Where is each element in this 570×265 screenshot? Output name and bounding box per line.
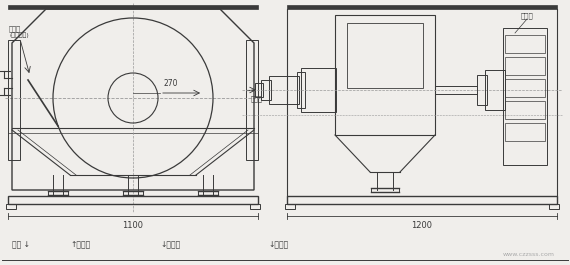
Bar bbox=[503, 28, 547, 165]
Text: 1100: 1100 bbox=[123, 221, 144, 230]
Bar bbox=[250, 204, 260, 209]
Bar bbox=[347, 23, 423, 88]
Bar bbox=[261, 80, 271, 100]
Text: ↑入料口: ↑入料口 bbox=[70, 240, 90, 249]
Bar bbox=[297, 72, 305, 108]
Text: 濾餅 ↓: 濾餅 ↓ bbox=[12, 240, 30, 249]
Bar bbox=[505, 79, 545, 97]
Bar bbox=[287, 196, 557, 204]
Text: 抽真空: 抽真空 bbox=[251, 95, 263, 101]
Bar bbox=[485, 70, 505, 110]
Bar bbox=[8, 196, 258, 204]
Bar bbox=[505, 57, 545, 75]
Bar bbox=[505, 101, 545, 119]
Bar bbox=[505, 123, 545, 141]
Bar bbox=[6, 204, 16, 209]
Bar bbox=[255, 83, 263, 97]
Bar bbox=[301, 68, 336, 112]
Text: 1200: 1200 bbox=[412, 221, 433, 230]
Bar bbox=[505, 35, 545, 53]
Text: www.czzsss.com: www.czzsss.com bbox=[503, 252, 555, 257]
Text: 動力源: 動力源 bbox=[520, 12, 534, 19]
Bar bbox=[8, 5, 258, 9]
Bar bbox=[335, 15, 435, 135]
Text: 入水口: 入水口 bbox=[9, 25, 21, 32]
Bar bbox=[285, 204, 295, 209]
Bar bbox=[287, 5, 557, 9]
Text: ↓放料口: ↓放料口 bbox=[160, 240, 180, 249]
Bar bbox=[8, 40, 20, 160]
Bar bbox=[246, 40, 258, 160]
Text: (左管輸入): (左管輸入) bbox=[9, 32, 29, 38]
Bar bbox=[549, 204, 559, 209]
Text: ↓回流口: ↓回流口 bbox=[268, 240, 288, 249]
Text: 270: 270 bbox=[164, 79, 178, 88]
Bar bbox=[477, 75, 487, 105]
Bar bbox=[269, 76, 299, 104]
